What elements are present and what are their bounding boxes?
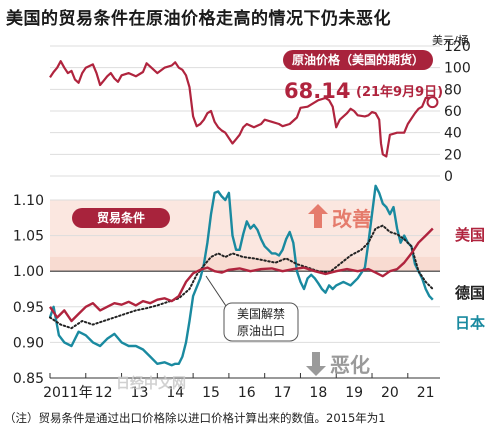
oil-y-tick-label: 120 bbox=[444, 39, 471, 55]
tot-y-tick-label: 1.05 bbox=[13, 229, 44, 245]
chart-title: 美国的贸易条件在原油价格走高的情况下仍未恶化 bbox=[6, 9, 391, 29]
oil-price-panel: 0 20 40 60 80 100 120 美元/桶 原油价格（美国的期货） 68.14 (… bbox=[49, 33, 471, 185]
legend-japan: 日本 bbox=[455, 314, 485, 332]
x-tick-label: 12 bbox=[95, 385, 113, 401]
oil-latest-marker bbox=[426, 96, 439, 109]
oil-y-tick-label: 0 bbox=[444, 169, 453, 185]
x-axis-ticks: 2011年 12 13 14 15 16 17 18 19 20 21 bbox=[43, 373, 440, 401]
improve-label: 改善 bbox=[332, 207, 372, 231]
tot-y-ticks: 0.85 0.90 0.95 1.00 1.05 1.10 bbox=[13, 193, 44, 387]
worsen-label: 恶化 bbox=[330, 353, 370, 377]
x-tick-label: 17 bbox=[274, 385, 292, 401]
oil-y-tick-label: 100 bbox=[444, 61, 471, 77]
watermark: 日经中文网 bbox=[116, 375, 186, 392]
tot-title: 贸易条件 bbox=[97, 210, 145, 225]
oil-y-tick-label: 40 bbox=[444, 126, 462, 142]
oil-title: 原油价格（美国的期货） bbox=[292, 52, 424, 67]
oil-y-tick-label: 20 bbox=[444, 147, 462, 163]
oil-latest-date: (21年9月9日) bbox=[356, 84, 443, 100]
event-label-line1: 美国解禁 bbox=[237, 307, 285, 321]
worsen-arrow-icon bbox=[306, 352, 326, 376]
footnote: （注）贸易条件是通过出口价格除以进口价格计算出来的数值。2015年为1 bbox=[4, 411, 386, 425]
x-tick-label: 20 bbox=[381, 385, 399, 401]
oil-y-unit: 美元/桶 bbox=[432, 33, 469, 47]
oil-y-tick-label: 80 bbox=[444, 82, 462, 98]
x-tick-label: 16 bbox=[238, 385, 256, 401]
oil-title-box bbox=[283, 50, 433, 70]
x-tick-label: 18 bbox=[309, 385, 327, 401]
x-tick-label: 15 bbox=[202, 385, 220, 401]
x-tick-label: 21 bbox=[417, 385, 435, 401]
tot-y-tick-label: 0.90 bbox=[13, 335, 44, 351]
x-tick-label: 14 bbox=[166, 385, 184, 401]
tot-title-box bbox=[72, 208, 170, 228]
event-callout-box bbox=[223, 302, 299, 342]
improve-arrow-icon bbox=[308, 204, 328, 228]
tot-y-tick-label: 1.10 bbox=[13, 193, 44, 209]
oil-y-tick-label: 60 bbox=[444, 104, 462, 120]
us-series-line bbox=[49, 227, 434, 323]
legend-us: 美国 bbox=[455, 226, 485, 244]
tot-y-tick-label: 0.85 bbox=[13, 371, 44, 387]
x-tick-label: 19 bbox=[345, 385, 363, 401]
oil-gridlines bbox=[50, 45, 440, 177]
japan-series-line bbox=[48, 184, 434, 367]
terms-of-trade-panel: 0.85 0.90 0.95 1.00 1.05 1.10 2011年 12 13 14 15 16… bbox=[13, 184, 485, 401]
germany-series-line bbox=[49, 224, 434, 330]
event-label-line2: 原油出口 bbox=[237, 324, 285, 338]
oil-latest-value: 68.14 bbox=[284, 79, 350, 103]
oil-y-ticks: 0 20 40 60 80 100 120 bbox=[444, 39, 471, 185]
tot-series-layer bbox=[48, 184, 434, 367]
tot-gridlines bbox=[50, 199, 440, 379]
oil-series-layer bbox=[49, 60, 439, 158]
tot-y-tick-label: 0.95 bbox=[13, 300, 44, 316]
x-tick-label: 2011年 bbox=[43, 385, 93, 401]
legend-germany: 德国 bbox=[455, 284, 485, 302]
improve-band-inner bbox=[50, 256, 440, 272]
event-leader-line bbox=[205, 275, 227, 307]
x-tick-label: 13 bbox=[131, 385, 149, 401]
tot-y-tick-label: 1.00 bbox=[13, 264, 44, 280]
oil-price-line bbox=[49, 60, 434, 158]
